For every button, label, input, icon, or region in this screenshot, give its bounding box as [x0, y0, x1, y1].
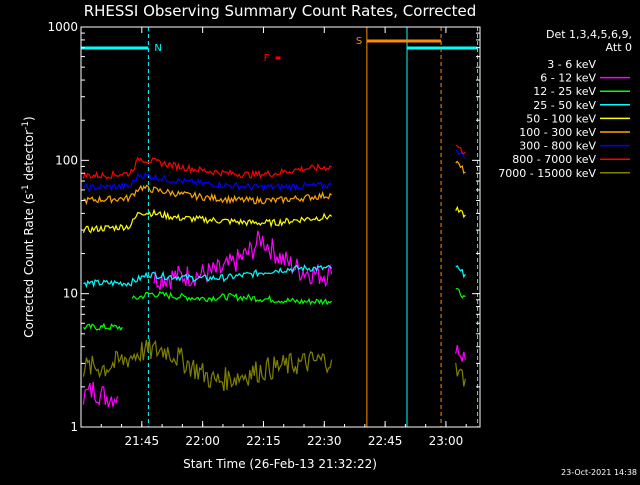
legend-label: 300 - 800 keV [519, 140, 596, 153]
series-line [455, 149, 466, 159]
legend-label: 3 - 6 keV [547, 58, 596, 71]
x-tick-label: 22:30 [307, 434, 342, 448]
legend-label: 25 - 50 keV [533, 99, 596, 112]
series-7000-15000-kev [82, 338, 466, 392]
series-line [82, 208, 333, 234]
plot-frame [80, 26, 481, 428]
series-100-300-kev [83, 160, 466, 206]
y-tick-label: 1000 [47, 20, 78, 34]
legend-header-attenuator: Att 0 [606, 41, 632, 54]
series-800-7000-kev [82, 144, 466, 180]
y-axis-label: Corrected Count Rate (s-1 detector-1) [21, 116, 36, 337]
series-line [82, 156, 332, 180]
series-line [83, 184, 332, 206]
series-12-25-kev [82, 287, 466, 331]
series-line [153, 230, 333, 291]
y-tick-label: 1 [70, 420, 78, 434]
series-25-50-kev [83, 264, 466, 289]
legend-label: 100 - 300 keV [519, 126, 596, 139]
x-tick-label: 21:45 [125, 434, 160, 448]
legend-label: 50 - 100 keV [526, 112, 596, 125]
x-tick-label: 22:45 [368, 434, 403, 448]
series-line [82, 172, 333, 193]
y-axis-ticks: 1 10 100 1000 [47, 20, 480, 434]
night-marker-label: N [154, 43, 161, 54]
legend-label: 800 - 7000 keV [512, 153, 596, 166]
legend-label: 6 - 12 keV [540, 72, 596, 85]
x-tick-label: 22:15 [246, 434, 281, 448]
plot-area: N S F [80, 27, 479, 427]
series-line [455, 362, 466, 387]
series-line [455, 265, 466, 279]
series-line [83, 264, 333, 289]
flare-marker-label: F [264, 53, 270, 64]
legend-label: 7000 - 15000 keV [498, 167, 596, 180]
series-3-6-kev [170, 251, 333, 376]
series-50-100-kev [82, 205, 466, 234]
series-line [82, 381, 119, 408]
series-line [455, 344, 466, 362]
chart-title: RHESSI Observing Summary Count Rates, Co… [84, 2, 477, 20]
series-line [455, 160, 466, 175]
x-axis-ticks: 21:45 22:00 22:15 22:30 22:45 23:00 [100, 27, 467, 448]
x-tick-label: 23:00 [429, 434, 464, 448]
generation-timestamp: 23-Oct-2021 14:38 [561, 468, 637, 477]
series-300-800-kev [82, 149, 466, 193]
series-line [82, 322, 123, 331]
series-line [82, 338, 333, 392]
y-tick-label: 100 [55, 153, 78, 167]
legend-header-detectors: Det 1,3,4,5,6,9, [546, 28, 632, 41]
series-line [455, 144, 466, 155]
y-tick-label: 10 [63, 287, 78, 301]
series-line [131, 290, 333, 306]
series-line [455, 205, 466, 219]
series-line [455, 287, 466, 299]
series-line [170, 251, 333, 376]
legend-label: 12 - 25 keV [533, 85, 596, 98]
x-tick-label: 22:00 [185, 434, 220, 448]
saa-marker-label: S [356, 36, 362, 47]
x-axis-label: Start Time (26-Feb-13 21:32:22) [183, 457, 377, 471]
series-6-12-kev [82, 230, 466, 408]
